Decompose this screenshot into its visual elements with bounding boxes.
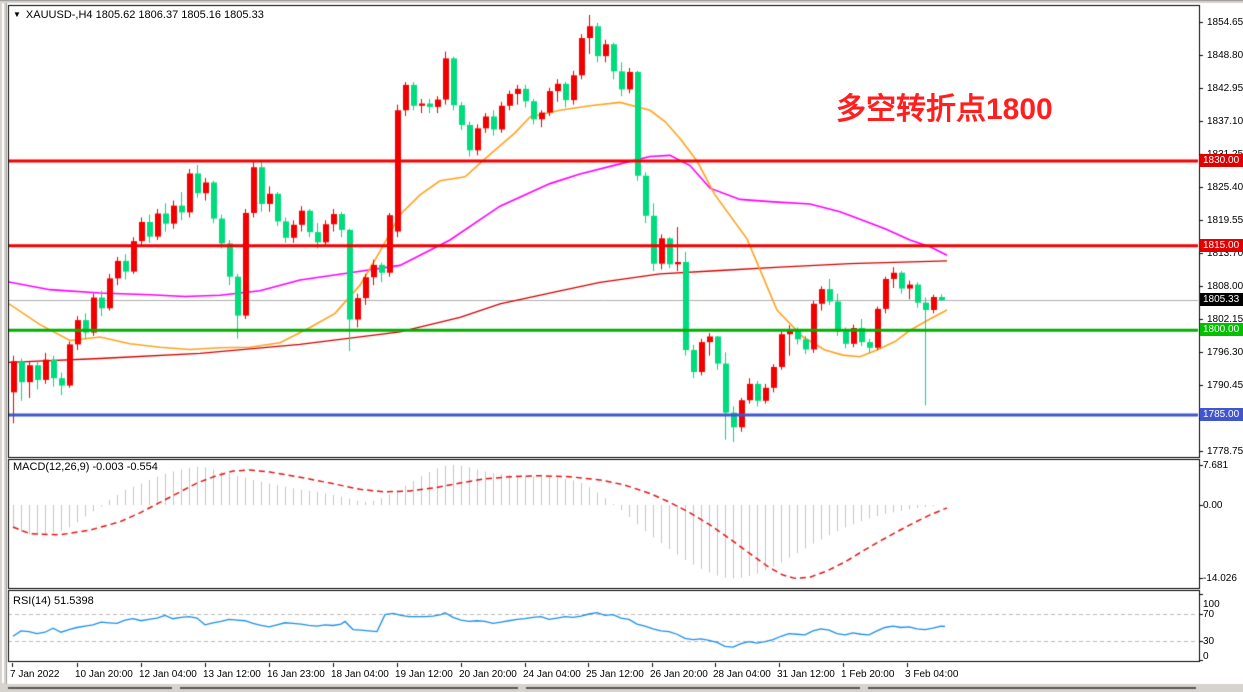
- annotation-text[interactable]: 多空转折点1800: [836, 93, 1053, 126]
- current-price-badge: 1805.33: [1200, 293, 1243, 306]
- price-tick-label: 1848.80: [1207, 50, 1243, 61]
- macd-indicator-label: MACD(12,26,9) -0.003 -0.554: [13, 461, 158, 473]
- rsi-tick-label: 100: [1203, 599, 1220, 610]
- date-tick-label: 26 Jan 20:00: [650, 669, 708, 680]
- price-tick-label: 1825.40: [1207, 182, 1243, 193]
- macd-tick-label: -14.026: [1203, 573, 1237, 584]
- hline-price-badge: 1815.00: [1200, 239, 1243, 252]
- date-tick-label: 28 Jan 04:00: [713, 669, 771, 680]
- rsi-tick-label: 70: [1203, 609, 1215, 620]
- hline-price-badge: 1800.00: [1200, 323, 1243, 336]
- price-tick-label: 1790.45: [1207, 380, 1243, 391]
- date-tick-label: 7 Jan 2022: [10, 669, 60, 680]
- price-tick-label: 1813.70: [1207, 248, 1243, 259]
- date-tick-label: 13 Jan 12:00: [203, 669, 261, 680]
- chart-title[interactable]: ▼ XAUUSD-,H4 1805.62 1806.37 1805.16 1805…: [13, 9, 264, 21]
- price-tick-label: 1802.15: [1207, 314, 1243, 325]
- macd-tick-label: 7.681: [1203, 460, 1229, 471]
- chart-title-text: XAUUSD-,H4 1805.62 1806.37 1805.16 1805.…: [25, 9, 264, 21]
- price-tick-label: 1854.65: [1207, 17, 1243, 28]
- date-tick-label: 20 Jan 20:00: [459, 669, 517, 680]
- price-tick-label: 1808.00: [1207, 281, 1243, 292]
- price-tick-label: 1819.55: [1207, 215, 1243, 226]
- date-tick-label: 1 Feb 20:00: [841, 669, 895, 680]
- date-tick-label: 25 Jan 12:00: [586, 669, 644, 680]
- price-tick-label: 1796.30: [1207, 347, 1243, 358]
- rsi-tick-label: 30: [1203, 636, 1215, 647]
- date-tick-label: 12 Jan 04:00: [139, 669, 197, 680]
- price-tick-label: 1778.75: [1207, 446, 1243, 457]
- date-tick-label: 31 Jan 12:00: [777, 669, 835, 680]
- date-tick-label: 18 Jan 04:00: [331, 669, 389, 680]
- rsi-indicator-label: RSI(14) 51.5398: [13, 595, 94, 607]
- symbol-dropdown-icon[interactable]: ▼: [13, 10, 21, 19]
- date-tick-label: 19 Jan 12:00: [395, 669, 453, 680]
- hline-price-badge: 1785.00: [1200, 408, 1243, 421]
- date-tick-label: 16 Jan 23:00: [267, 669, 325, 680]
- date-tick-label: 10 Jan 20:00: [75, 669, 133, 680]
- date-tick-label: 24 Jan 04:00: [523, 669, 581, 680]
- price-tick-label: 1837.10: [1207, 116, 1243, 127]
- date-tick-label: 3 Feb 04:00: [905, 669, 959, 680]
- hline-price-badge: 1830.00: [1200, 154, 1243, 167]
- rsi-tick-label: 0: [1203, 651, 1209, 662]
- price-tick-label: 1842.95: [1207, 83, 1243, 94]
- macd-tick-label: 0.00: [1203, 500, 1223, 511]
